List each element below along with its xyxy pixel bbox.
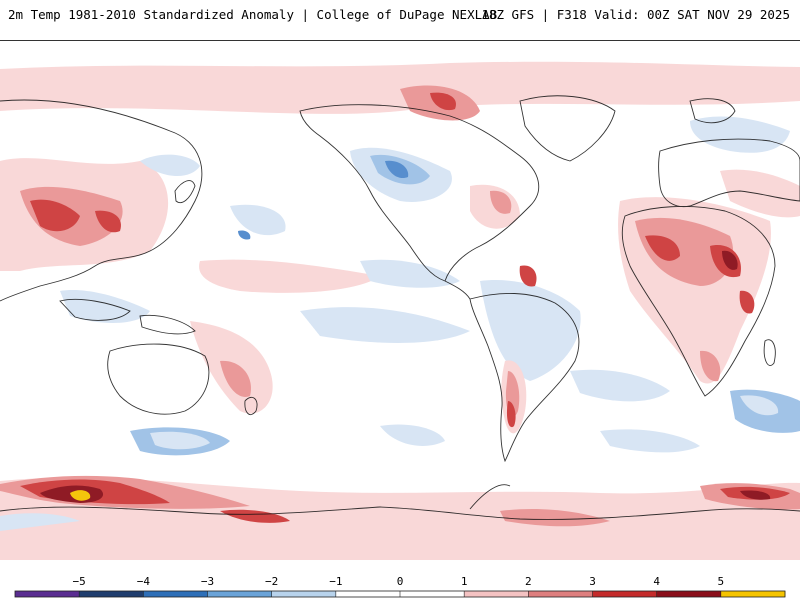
colorbar-segment	[143, 591, 208, 597]
colorbar: −5 −4 −3 −2 −1 0 1 2 3 4 5	[0, 560, 800, 600]
anomaly-map	[0, 40, 800, 561]
colorbar-segment	[79, 591, 144, 597]
colorbar-tick-label: −4	[137, 575, 151, 588]
colorbar-tick-label: −1	[329, 575, 342, 588]
colorbar-segment	[335, 591, 401, 597]
colorbar-tick-label: −3	[201, 575, 214, 588]
colorbar-segment	[271, 591, 337, 597]
colorbar-segment	[207, 591, 273, 597]
colorbar-segment	[528, 591, 593, 597]
model-run-info: 18Z GFS | F318 Valid: 00Z SAT NOV 29 202…	[481, 7, 790, 22]
colorbar-segment	[656, 591, 722, 597]
colorbar-tick-label: 4	[653, 575, 660, 588]
colorbar-tick-label: −2	[265, 575, 278, 588]
map-title: 2m Temp 1981-2010 Standardized Anomaly |…	[8, 7, 498, 22]
colorbar-tick-label: 0	[397, 575, 404, 588]
colorbar-tick-label: 2	[525, 575, 532, 588]
colorbar-segment	[592, 591, 658, 597]
colorbar-segment	[720, 591, 786, 597]
colorbar-tick-label: 1	[461, 575, 468, 588]
anomaly-shading	[0, 61, 800, 560]
map-canvas	[0, 41, 800, 560]
colorbar-tick-label: −5	[73, 575, 86, 588]
colorbar-frame	[14, 590, 786, 598]
colorbar-segment	[400, 591, 465, 597]
colorbar-canvas: −5 −4 −3 −2 −1 0 1 2 3 4 5	[14, 575, 786, 598]
map-header: 2m Temp 1981-2010 Standardized Anomaly |…	[0, 0, 800, 40]
coastlines	[0, 95, 800, 520]
colorbar-tick-label: 3	[589, 575, 596, 588]
colorbar-segment	[464, 591, 529, 597]
colorbar-segment	[15, 591, 80, 597]
colorbar-tick-label: 5	[718, 575, 725, 588]
